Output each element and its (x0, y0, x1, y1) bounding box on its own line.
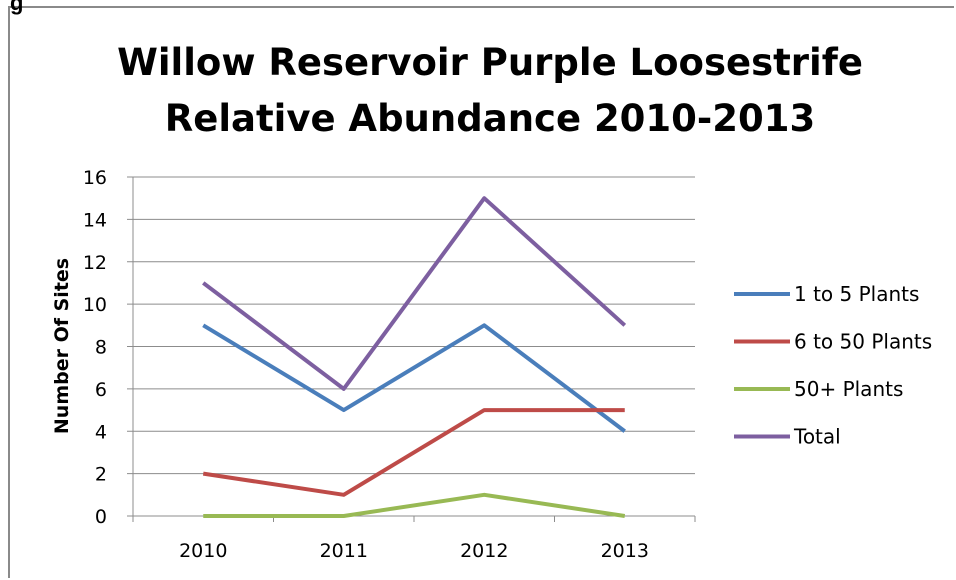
chart-title-line-2: Relative Abundance 2010-2013 (165, 97, 816, 140)
legend-label: 50+ Plants (794, 377, 903, 401)
legend-item: 1 to 5 Plants (734, 282, 919, 306)
y-tick-label: 16 (83, 167, 107, 189)
y-tick-label: 6 (95, 379, 107, 401)
y-tick-label: 2 (95, 464, 107, 486)
legend-item: 6 to 50 Plants (734, 330, 932, 354)
y-tick-label: 0 (95, 506, 107, 528)
gridlines (127, 177, 695, 516)
legend-label: Total (793, 425, 841, 449)
y-tick-label: 10 (83, 294, 107, 316)
x-tick-label: 2013 (601, 540, 649, 562)
series-line-2 (203, 495, 625, 516)
axes (133, 177, 695, 522)
legend-label: 1 to 5 Plants (794, 282, 919, 306)
series-line-3 (203, 198, 625, 389)
y-tick-label: 8 (95, 337, 107, 359)
series-lines (203, 198, 625, 516)
legend: 1 to 5 Plants 6 to 50 Plants 50+ Plants Tot… (734, 282, 932, 449)
x-tick-label: 2012 (460, 540, 508, 562)
y-tick-label: 4 (95, 421, 107, 443)
legend-item: Total (734, 425, 841, 449)
y-tick-label: 14 (83, 209, 107, 231)
x-tick-labels: 2010 2011 2012 2013 (179, 540, 649, 562)
series-line-0 (203, 325, 625, 431)
y-tick-labels: 0 2 4 6 8 10 12 14 16 (83, 167, 107, 528)
y-axis-label: Number Of Sites (51, 258, 73, 434)
legend-item: 50+ Plants (734, 377, 903, 401)
legend-label: 6 to 50 Plants (794, 330, 932, 354)
series-line-1 (203, 410, 625, 495)
chart-title: Willow Reservoir Purple Loosestrife Rela… (117, 41, 863, 140)
x-tick-label: 2011 (320, 540, 368, 562)
chart-title-line-1: Willow Reservoir Purple Loosestrife (117, 41, 863, 84)
y-tick-label: 12 (83, 252, 107, 274)
x-tick-label: 2010 (179, 540, 227, 562)
